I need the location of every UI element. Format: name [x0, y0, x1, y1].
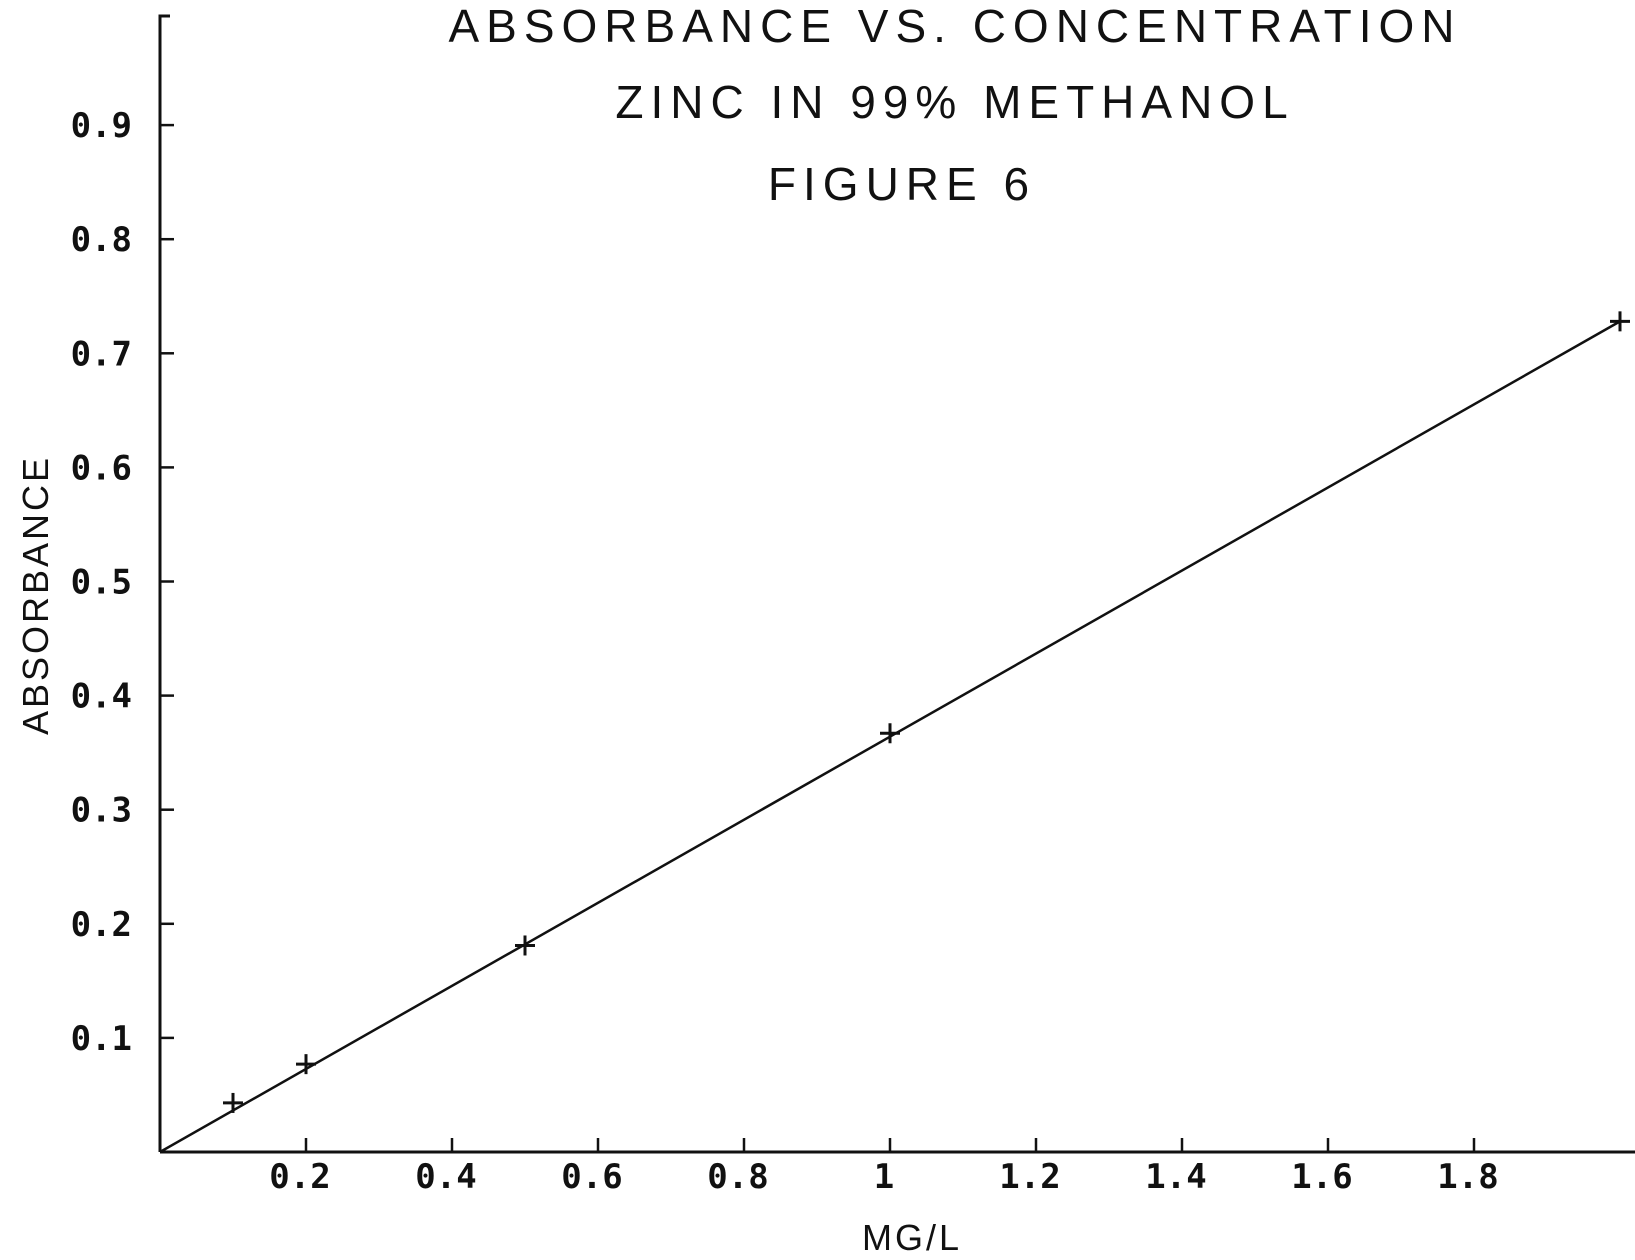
y-tick-label: 0.3	[71, 791, 132, 831]
x-tick-label: 1.4	[1145, 1157, 1206, 1197]
data-point	[515, 935, 535, 956]
y-tick-label: 0.8	[71, 220, 132, 260]
x-tick-label: 1.6	[1291, 1157, 1352, 1197]
x-tick-label: 0.4	[415, 1157, 476, 1197]
x-tick-label: 0.8	[707, 1157, 768, 1197]
y-tick-label: 0.9	[71, 106, 132, 146]
data-point	[223, 1092, 243, 1113]
plot-area	[159, 311, 1630, 1154]
x-tick-label: 1.8	[1437, 1157, 1498, 1197]
y-tick-label: 0.6	[71, 448, 132, 488]
x-tick-label: 1	[874, 1157, 894, 1197]
x-axis-ticks: 0.2 0.4 0.6 0.8 1 1.2 1.4 1.6 1.8	[269, 1138, 1499, 1197]
x-tick-label: 0.6	[561, 1157, 622, 1197]
y-axis-title: ABSORBANCE	[15, 455, 56, 735]
data-point	[296, 1054, 316, 1075]
chart-title: ABSORBANCE VS. CONCENTRATION ZINC IN 99%…	[448, 0, 1461, 210]
chart-title-line-1: ABSORBANCE VS. CONCENTRATION	[448, 0, 1461, 52]
y-tick-label: 0.1	[71, 1019, 132, 1059]
y-tick-label: 0.7	[71, 334, 132, 374]
axes	[158, 14, 1635, 1154]
chart-title-line-2: ZINC IN 99% METHANOL	[615, 76, 1294, 128]
x-tick-label: 0.2	[269, 1157, 330, 1197]
chart-title-line-3: FIGURE 6	[768, 158, 1036, 210]
x-axis-title: MG/L	[862, 1217, 962, 1258]
y-axis-ticks: 0.1 0.2 0.3 0.4 0.5 0.6 0.7 0.8 0.9	[71, 106, 174, 1059]
y-tick-label: 0.5	[71, 563, 132, 603]
y-tick-label: 0.2	[71, 905, 132, 945]
y-tick-label: 0.4	[71, 677, 132, 717]
data-point	[880, 723, 900, 744]
x-tick-label: 1.2	[999, 1157, 1060, 1197]
y-axis	[158, 14, 170, 1152]
data-point	[1610, 311, 1630, 332]
